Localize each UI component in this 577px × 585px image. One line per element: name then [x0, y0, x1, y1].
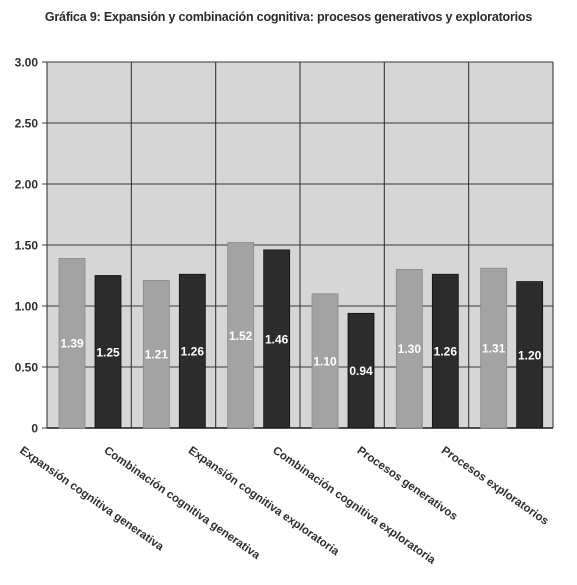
data-label: 1.52: [229, 329, 253, 343]
bar: [227, 242, 255, 429]
x-tick-label: Combinación cognitiva exploratoria: [270, 445, 438, 567]
bar: [94, 275, 122, 429]
bar: [516, 281, 544, 429]
y-tick-label: 3.00: [15, 56, 39, 70]
data-label: 1.10: [313, 354, 337, 368]
data-label: 1.21: [145, 348, 169, 362]
data-label: 1.20: [518, 348, 542, 362]
y-tick-label: 0: [31, 422, 38, 436]
data-label: 1.46: [265, 332, 289, 346]
x-tick-label: Expansión cognitiva exploratoria: [186, 445, 342, 559]
data-label: 1.30: [398, 342, 422, 356]
bar: [480, 267, 508, 429]
y-tick-label: 2.50: [15, 117, 39, 131]
bar: [58, 258, 86, 429]
data-label: 1.31: [482, 342, 506, 356]
y-tick-label: 1.50: [15, 239, 39, 253]
y-tick-label: 2.00: [15, 178, 39, 192]
data-label: 0.94: [349, 364, 373, 378]
bar: [142, 279, 170, 429]
bar: [311, 293, 339, 429]
data-label: 1.25: [96, 345, 120, 359]
x-tick-label: Combinación cognitiva generativa: [102, 445, 263, 563]
x-tick-label: Expansión cognitiva generativa: [17, 445, 166, 554]
bar: [395, 268, 423, 429]
bar: [178, 273, 206, 429]
bar: [431, 273, 459, 429]
chart-title: Gráfica 9: Expansión y combinación cogni…: [44, 10, 533, 24]
y-tick-label: 0.50: [15, 361, 39, 375]
data-label: 1.26: [434, 345, 458, 359]
data-label: 1.39: [60, 337, 84, 351]
bar: [263, 249, 291, 429]
data-label: 1.26: [181, 345, 205, 359]
y-tick-label: 1.00: [15, 300, 39, 314]
bar: [347, 312, 375, 429]
